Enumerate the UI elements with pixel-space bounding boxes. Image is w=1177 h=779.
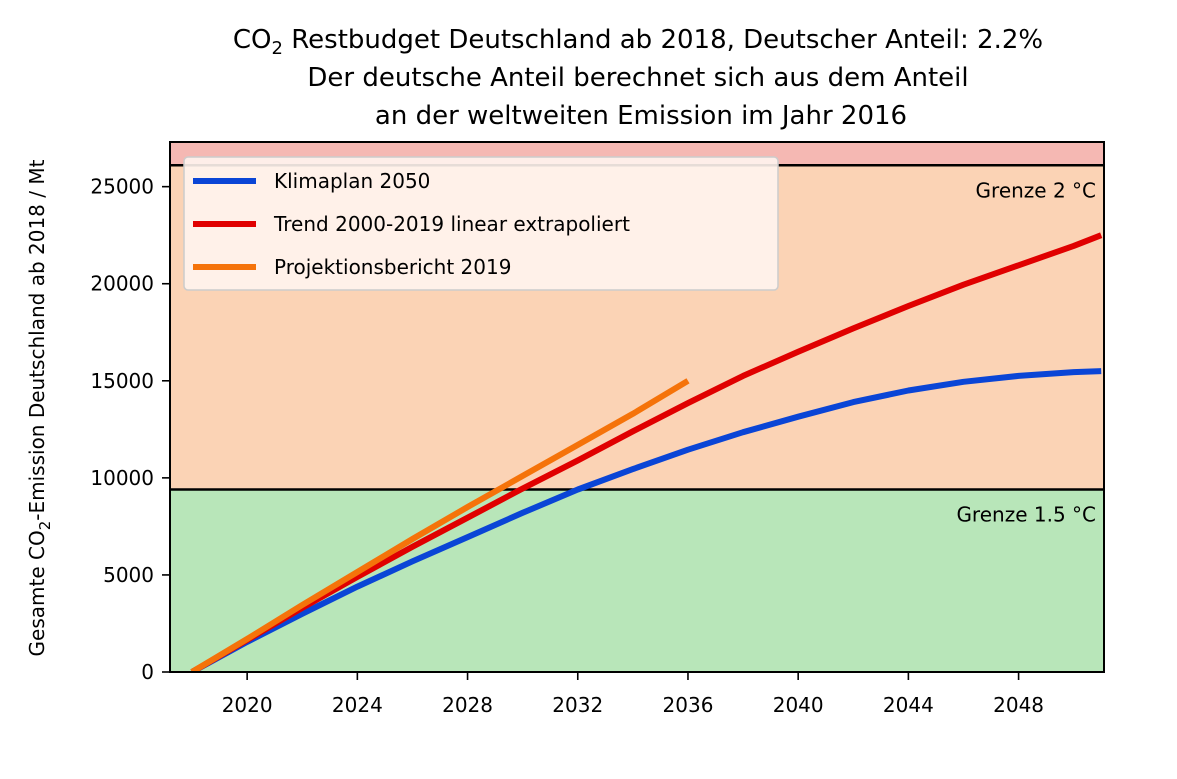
x-tick-label: 2028 xyxy=(442,693,493,717)
x-tick-label: 2024 xyxy=(332,693,383,717)
y-axis-label: Gesamte CO2-Emission Deutschland ab 2018… xyxy=(25,159,54,656)
x-tick-label: 2048 xyxy=(993,693,1044,717)
series-line-2 xyxy=(190,378,690,672)
x-tick-label: 2020 xyxy=(222,693,273,717)
legend-label-0: Klimaplan 2050 xyxy=(274,169,430,193)
y-tick-label: 10000 xyxy=(90,466,154,490)
x-tick-label: 2036 xyxy=(663,693,714,717)
threshold-label-0: Grenze 1.5 °C xyxy=(956,503,1096,527)
x-tick-label: 2040 xyxy=(773,693,824,717)
legend: Klimaplan 2050 Trend 2000-2019 linear ext… xyxy=(183,156,779,291)
data-series xyxy=(190,232,1103,672)
threshold-label-1: Grenze 2 °C xyxy=(976,178,1096,202)
legend-label-2: Projektionsbericht 2019 xyxy=(274,255,511,279)
y-tick-label: 25000 xyxy=(90,175,154,199)
chart-title-line-3: an der weltweiten Emission im Jahr 2016 xyxy=(375,101,907,131)
band-0 xyxy=(170,489,1104,672)
x-tick-label: 2032 xyxy=(552,693,603,717)
y-tick-label: 5000 xyxy=(103,563,154,587)
y-tick-label: 15000 xyxy=(90,369,154,393)
chart-title-line-1: CO2 Restbudget Deutschland ab 2018, Deut… xyxy=(233,25,1043,59)
y-axis: 0 5000 10000 15000 20000 25000 xyxy=(90,175,170,684)
chart-title-line-2: Der deutsche Anteil berechnet sich aus d… xyxy=(307,63,968,93)
x-axis: 2020 2024 2028 2032 2036 2040 2044 2048 xyxy=(222,672,1044,717)
x-tick-label: 2044 xyxy=(883,693,934,717)
series-line-0 xyxy=(190,368,1102,672)
legend-box xyxy=(183,156,779,291)
y-tick-label: 0 xyxy=(141,660,154,684)
y-tick-label: 20000 xyxy=(90,272,154,296)
chart-title: CO2 Restbudget Deutschland ab 2018, Deut… xyxy=(233,25,1043,131)
plot-frame xyxy=(169,141,1105,673)
series-line-1 xyxy=(190,232,1103,672)
legend-label-1: Trend 2000-2019 linear extrapoliert xyxy=(273,212,630,236)
